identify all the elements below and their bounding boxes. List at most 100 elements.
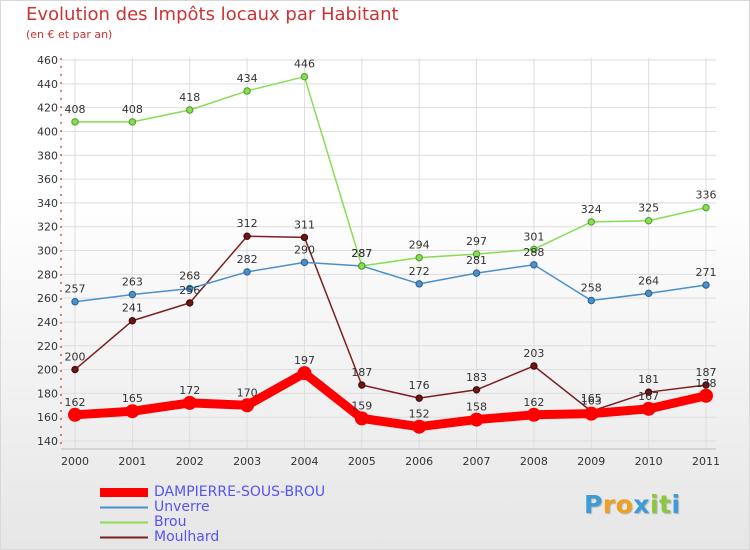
legend-item-brou[interactable]: Brou	[100, 515, 325, 530]
data-point-brou	[358, 262, 366, 270]
data-label-brou: 434	[237, 72, 258, 85]
data-point-dampierre	[699, 388, 713, 403]
data-point-moulhard	[71, 365, 79, 374]
y-tick-label: 180	[37, 387, 58, 400]
data-point-brou	[243, 87, 251, 95]
data-label-dampierre: 197	[294, 354, 315, 367]
data-label-brou: 294	[409, 239, 430, 252]
data-point-dampierre	[68, 407, 82, 422]
x-tick-label: 2005	[348, 455, 376, 468]
x-tick-label: 2000	[61, 455, 89, 468]
data-point-brou	[300, 72, 309, 81]
legend-swatch-unverre	[100, 506, 148, 509]
data-point-brou	[128, 118, 137, 126]
legend: DAMPIERRE-SOUS-BROU Unverre Brou Moulhar…	[100, 485, 325, 545]
data-label-unverre: 290	[294, 243, 315, 256]
data-label-brou: 336	[696, 189, 717, 202]
data-label-unverre: 258	[581, 282, 602, 295]
data-label-unverre: 257	[65, 283, 86, 296]
data-label-moulhard: 187	[351, 366, 372, 379]
legend-swatch-dampierre	[100, 488, 148, 497]
series-line-brou	[74, 75, 707, 267]
data-point-brou	[472, 250, 481, 258]
data-label-moulhard: 187	[696, 366, 717, 379]
data-label-dampierre: 162	[65, 396, 86, 409]
data-label-moulhard: 311	[294, 218, 315, 231]
logo-letter: o	[615, 490, 634, 519]
y-tick-label: 340	[37, 197, 58, 210]
data-label-brou: 325	[638, 202, 659, 215]
y-tick-label: 400	[37, 125, 58, 138]
data-label-moulhard: 165	[581, 392, 602, 405]
data-point-moulhard	[644, 388, 653, 396]
data-point-unverre	[186, 284, 194, 293]
data-label-unverre: 288	[523, 246, 544, 259]
logo-letter: i	[650, 490, 660, 519]
data-point-moulhard	[702, 381, 710, 389]
x-tick-label: 2008	[520, 455, 548, 468]
y-tick-label: 320	[37, 221, 58, 234]
data-label-brou: 287	[351, 247, 372, 260]
data-point-moulhard	[243, 232, 251, 240]
chart-subtitle: (en € et par an)	[26, 28, 113, 41]
data-label-moulhard: 183	[466, 371, 487, 384]
data-label-brou: 418	[179, 91, 200, 104]
x-tick-label: 2001	[118, 455, 146, 468]
data-label-unverre: 271	[696, 266, 717, 279]
data-label-moulhard: 176	[409, 379, 430, 392]
data-label-unverre: 287	[351, 247, 372, 260]
legend-item-unverre[interactable]: Unverre	[100, 500, 325, 515]
data-point-unverre	[128, 290, 137, 299]
legend-label-brou: Brou	[154, 514, 187, 530]
data-label-dampierre: 178	[696, 377, 717, 390]
data-label-unverre: 268	[179, 270, 200, 283]
data-label-dampierre: 152	[409, 408, 430, 421]
proxiti-logo: Proxiti	[584, 490, 681, 519]
data-point-brou	[71, 118, 79, 126]
data-point-brou	[415, 253, 423, 262]
data-label-moulhard: 203	[523, 347, 544, 360]
y-tick-label: 420	[37, 102, 58, 115]
data-point-brou	[644, 217, 653, 225]
y-tick-label: 240	[37, 316, 58, 329]
data-point-unverre	[415, 280, 423, 288]
legend-label-unverre: Unverre	[154, 499, 210, 515]
data-label-dampierre: 159	[351, 399, 372, 412]
data-label-dampierre: 165	[122, 392, 143, 405]
logo-letter: P	[584, 490, 603, 519]
data-label-brou: 408	[122, 103, 143, 116]
y-tick-label: 440	[37, 78, 58, 91]
legend-swatch-moulhard	[100, 536, 148, 539]
data-label-brou: 408	[65, 103, 86, 116]
data-label-moulhard: 200	[65, 351, 86, 364]
data-point-moulhard	[128, 317, 137, 325]
data-point-unverre	[71, 297, 79, 306]
legend-item-dampierre[interactable]: DAMPIERRE-SOUS-BROU	[100, 485, 325, 500]
data-point-brou	[702, 203, 710, 212]
x-tick-label: 2010	[635, 455, 663, 468]
data-point-unverre	[243, 268, 251, 276]
y-tick-label: 220	[37, 340, 58, 353]
x-tick-label: 2006	[405, 455, 433, 468]
data-point-moulhard	[415, 394, 423, 402]
data-point-moulhard	[472, 386, 481, 394]
x-tick-label: 2009	[577, 455, 605, 468]
data-label-dampierre: 170	[237, 386, 258, 399]
data-point-dampierre	[469, 412, 484, 427]
data-label-dampierre: 158	[466, 401, 487, 414]
data-point-unverre	[587, 296, 595, 305]
y-tick-label: 140	[37, 435, 58, 448]
data-point-dampierre	[354, 411, 369, 426]
series-line-unverre	[74, 261, 707, 303]
data-label-unverre: 281	[466, 254, 487, 267]
x-tick-label: 2011	[692, 455, 720, 468]
data-point-brou	[530, 245, 538, 254]
data-label-brou: 301	[523, 230, 544, 243]
series-line-dampierre	[70, 368, 711, 432]
data-point-moulhard	[186, 299, 194, 307]
data-point-unverre	[702, 281, 710, 289]
y-tick-label: 160	[37, 411, 58, 424]
legend-item-moulhard[interactable]: Moulhard	[100, 530, 325, 545]
